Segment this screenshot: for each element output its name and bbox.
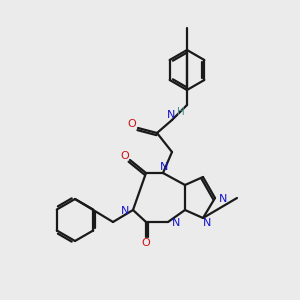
Text: N: N: [203, 218, 211, 228]
Text: O: O: [142, 238, 150, 248]
Text: N: N: [167, 110, 175, 120]
Text: O: O: [128, 119, 136, 129]
Text: N: N: [172, 218, 180, 228]
Text: H: H: [177, 107, 185, 117]
Text: N: N: [160, 162, 168, 172]
Text: N: N: [121, 206, 129, 216]
Text: O: O: [121, 151, 129, 161]
Text: N: N: [219, 194, 227, 204]
